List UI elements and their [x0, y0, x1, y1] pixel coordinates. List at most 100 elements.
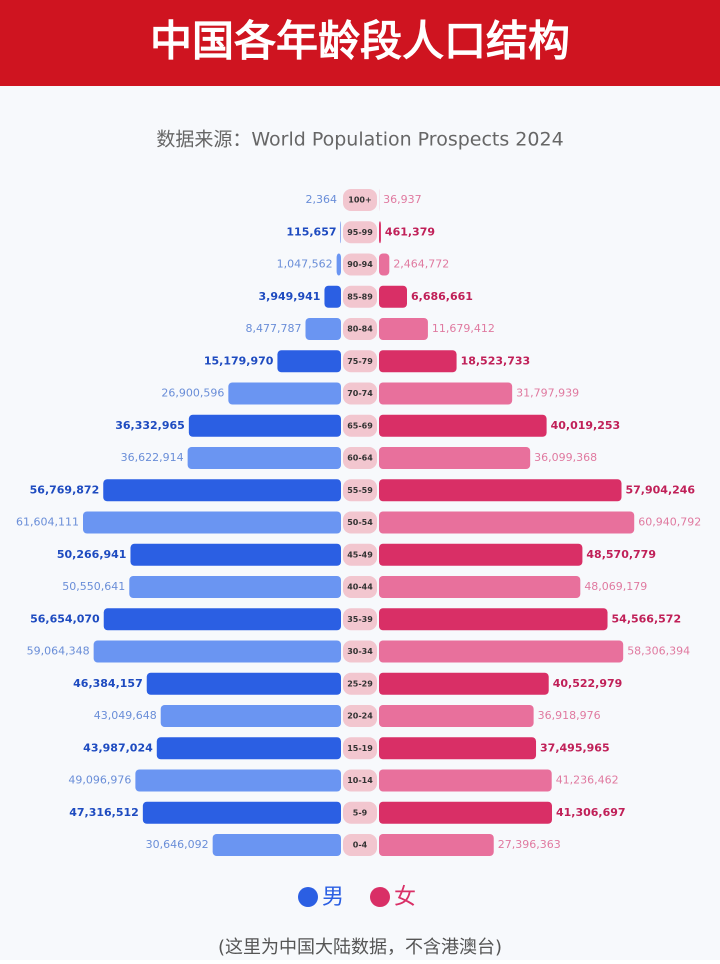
value-label: 18,523,733 [461, 354, 531, 367]
bar [157, 737, 341, 759]
age-label: 20-24 [347, 712, 373, 721]
age-label: 45-49 [347, 550, 373, 559]
value-label: 36,937 [383, 193, 422, 206]
age-label: 80-84 [347, 325, 373, 334]
value-label: 37,495,965 [540, 741, 610, 754]
value-label: 36,099,368 [534, 451, 597, 464]
age-label: 60-64 [347, 454, 373, 463]
bar [188, 447, 341, 469]
age-label: 5-9 [353, 808, 368, 817]
value-label: 50,266,941 [57, 548, 127, 561]
age-label: 10-14 [347, 776, 373, 785]
footnote: (这里为中国大陆数据，不含港澳台) [218, 937, 502, 958]
value-label: 50,550,641 [62, 580, 125, 593]
value-label: 2,464,772 [393, 258, 449, 271]
bar [379, 383, 512, 405]
bar [161, 705, 341, 727]
value-label: 40,522,979 [553, 677, 623, 690]
value-label: 43,987,024 [83, 741, 153, 754]
age-label: 30-34 [347, 647, 373, 656]
value-label: 115,657 [286, 225, 336, 238]
value-label: 46,384,157 [73, 677, 143, 690]
value-label: 26,900,596 [161, 387, 224, 400]
bar [379, 544, 582, 566]
value-label: 56,654,070 [30, 612, 100, 625]
age-label: 25-29 [347, 679, 373, 688]
bar [277, 350, 341, 372]
bar [143, 802, 341, 824]
value-label: 1,047,562 [277, 258, 333, 271]
age-label: 90-94 [347, 260, 373, 269]
value-label: 36,622,914 [121, 451, 184, 464]
age-label: 55-59 [347, 486, 373, 495]
value-label: 48,069,179 [584, 580, 647, 593]
bar [94, 641, 341, 663]
bar [379, 608, 608, 630]
value-label: 27,396,363 [498, 838, 561, 851]
bar [130, 544, 341, 566]
bar [189, 415, 341, 437]
age-label: 85-89 [347, 292, 373, 301]
bar [83, 512, 341, 534]
value-label: 59,064,348 [27, 645, 90, 658]
legend-label: 女 [394, 885, 416, 910]
value-label: 30,646,092 [146, 838, 209, 851]
value-label: 56,769,872 [30, 483, 100, 496]
bar [337, 254, 341, 276]
age-label: 70-74 [347, 389, 373, 398]
bar [324, 286, 341, 308]
value-label: 31,797,939 [516, 387, 579, 400]
bar [379, 802, 552, 824]
bar [379, 770, 552, 792]
value-label: 15,179,970 [204, 354, 274, 367]
value-label: 40,019,253 [551, 419, 621, 432]
legend-label: 男 [322, 885, 344, 910]
bar [379, 350, 457, 372]
value-label: 461,379 [385, 225, 435, 238]
bar [379, 673, 549, 695]
value-label: 60,940,792 [638, 516, 701, 529]
value-label: 47,316,512 [69, 806, 139, 819]
bar [103, 479, 341, 501]
age-label: 35-39 [347, 615, 373, 624]
bar [379, 705, 534, 727]
bar [213, 834, 341, 856]
age-label: 100+ [348, 196, 371, 205]
bar [379, 415, 547, 437]
legend-swatch [370, 887, 390, 907]
bar [379, 641, 623, 663]
value-label: 57,904,246 [626, 483, 696, 496]
value-label: 36,918,976 [538, 709, 601, 722]
value-label: 61,604,111 [16, 516, 79, 529]
bar [379, 447, 530, 469]
bar [379, 221, 381, 243]
subtitle: 数据来源：World Population Prospects 2024 [156, 129, 563, 151]
bar [104, 608, 341, 630]
bar [379, 286, 407, 308]
age-label: 95-99 [347, 228, 373, 237]
value-label: 43,049,648 [94, 709, 157, 722]
age-label: 75-79 [347, 357, 373, 366]
value-label: 48,570,779 [586, 548, 656, 561]
bar [305, 318, 341, 340]
bar [129, 576, 341, 598]
value-label: 6,686,661 [411, 290, 473, 303]
bar [379, 834, 494, 856]
bar [379, 479, 622, 501]
value-label: 2,364 [305, 193, 337, 206]
bar [379, 512, 634, 534]
value-label: 36,332,965 [115, 419, 185, 432]
age-label: 0-4 [353, 841, 368, 850]
value-label: 11,679,412 [432, 322, 495, 335]
value-label: 3,949,941 [259, 290, 321, 303]
bar [379, 318, 428, 340]
value-label: 41,236,462 [556, 774, 619, 787]
value-label: 49,096,976 [68, 774, 131, 787]
legend-swatch [298, 887, 318, 907]
age-label: 65-69 [347, 421, 373, 430]
value-label: 54,566,572 [612, 612, 682, 625]
chart-title: 中国各年龄段人口结构 [150, 17, 570, 66]
value-label: 8,477,787 [246, 322, 302, 335]
bar [147, 673, 341, 695]
